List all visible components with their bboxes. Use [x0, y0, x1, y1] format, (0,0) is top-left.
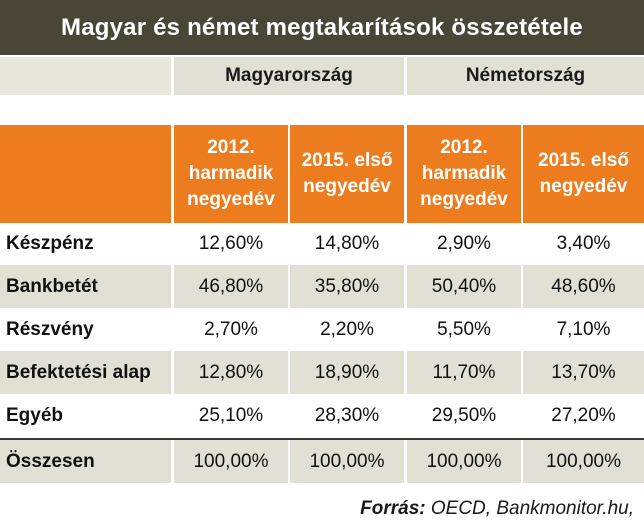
- value-cell: 12,60%: [198, 232, 264, 254]
- period-header-blank: [0, 125, 171, 223]
- source-label: Forrás:: [360, 498, 426, 519]
- period-header-label: 2015. első negyedév: [538, 150, 629, 197]
- table-row: Egyéb 25,10% 28,30% 29,50% 27,20%: [0, 394, 644, 437]
- period-header-hu-2015: 2015. első negyedév: [290, 125, 404, 223]
- country-header-germany: Németország: [407, 57, 644, 95]
- value-cell: 50,40%: [407, 265, 521, 308]
- period-header-row: 2012. harmadik negyedév 2015. első negye…: [0, 125, 644, 223]
- value-cell: 5,50%: [437, 318, 491, 340]
- table-title: Magyar és német megtakarítások összetéte…: [0, 0, 644, 55]
- period-header-label: 2015. első negyedév: [301, 150, 393, 197]
- value-cell: 29,50%: [431, 404, 497, 426]
- table-row: Készpénz 12,60% 14,80% 2,90% 3,40%: [0, 222, 644, 265]
- period-header-de-2012: 2012. harmadik negyedév: [407, 125, 521, 223]
- row-label: Összesen: [0, 440, 171, 483]
- value-cell: 28,30%: [314, 404, 380, 426]
- value-cell: 100,00%: [407, 440, 521, 483]
- value-cell: 7,10%: [556, 318, 611, 340]
- period-header-label: 2012. harmadik negyedév: [187, 137, 275, 210]
- row-label: Egyéb: [6, 404, 64, 426]
- country-header-row: Magyarország Németország: [0, 57, 644, 95]
- period-header-de-2015: 2015. első negyedév: [523, 125, 644, 223]
- value-cell: 100,00%: [523, 440, 644, 483]
- table-row: Összesen 100,00% 100,00% 100,00% 100,00%: [0, 440, 644, 483]
- value-cell: 100,00%: [290, 440, 404, 483]
- source-text: OECD, Bankmonitor.hu,: [425, 498, 634, 519]
- value-cell: 46,80%: [174, 265, 288, 308]
- value-cell: 11,70%: [407, 351, 521, 394]
- value-cell: 2,20%: [320, 318, 374, 340]
- table-row: Bankbetét 46,80% 35,80% 50,40% 48,60%: [0, 265, 644, 308]
- value-cell: 27,20%: [551, 404, 616, 426]
- row-label: Bankbetét: [0, 265, 171, 308]
- period-header-hu-2012: 2012. harmadik negyedév: [174, 125, 288, 223]
- value-cell: 100,00%: [174, 440, 288, 483]
- total-separator-line: [0, 438, 644, 440]
- period-header-label: 2012. harmadik negyedév: [420, 137, 508, 210]
- value-cell: 14,80%: [314, 232, 380, 254]
- value-cell: 13,70%: [523, 351, 644, 394]
- source-note: Forrás: OECD, Bankmonitor.hu,: [360, 498, 634, 520]
- table-row: Befektetési alap 12,80% 18,90% 11,70% 13,70%: [0, 351, 644, 394]
- value-cell: 3,40%: [556, 232, 611, 254]
- row-label: Készpénz: [6, 232, 94, 254]
- country-header-hungary: Magyarország: [174, 57, 404, 95]
- value-cell: 35,80%: [290, 265, 404, 308]
- value-cell: 2,70%: [204, 318, 258, 340]
- value-cell: 48,60%: [523, 265, 644, 308]
- table-row: Részvény 2,70% 2,20% 5,50% 7,10%: [0, 308, 644, 351]
- row-label: Befektetési alap: [0, 351, 171, 394]
- value-cell: 2,90%: [437, 232, 491, 254]
- country-header-blank: [0, 57, 171, 95]
- value-cell: 12,80%: [174, 351, 288, 394]
- row-label: Részvény: [6, 318, 94, 340]
- value-cell: 25,10%: [198, 404, 264, 426]
- value-cell: 18,90%: [290, 351, 404, 394]
